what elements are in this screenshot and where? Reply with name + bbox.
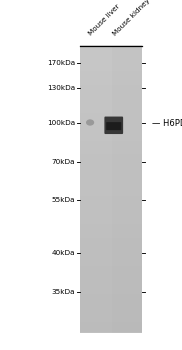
Text: 35kDa: 35kDa: [52, 289, 75, 295]
Bar: [80, 46, 142, 332]
Text: 40kDa: 40kDa: [52, 250, 75, 256]
FancyBboxPatch shape: [106, 122, 121, 130]
Bar: [112, 46, 142, 332]
Text: 100kDa: 100kDa: [47, 120, 75, 126]
Text: 55kDa: 55kDa: [52, 196, 75, 203]
Ellipse shape: [86, 119, 94, 126]
Text: — H6PD: — H6PD: [152, 119, 182, 128]
Text: Mouse kidney: Mouse kidney: [111, 0, 151, 37]
Text: 70kDa: 70kDa: [52, 159, 75, 165]
Text: Mouse liver: Mouse liver: [88, 3, 121, 37]
Text: 170kDa: 170kDa: [47, 60, 75, 66]
Text: 130kDa: 130kDa: [47, 84, 75, 91]
FancyBboxPatch shape: [104, 117, 123, 134]
